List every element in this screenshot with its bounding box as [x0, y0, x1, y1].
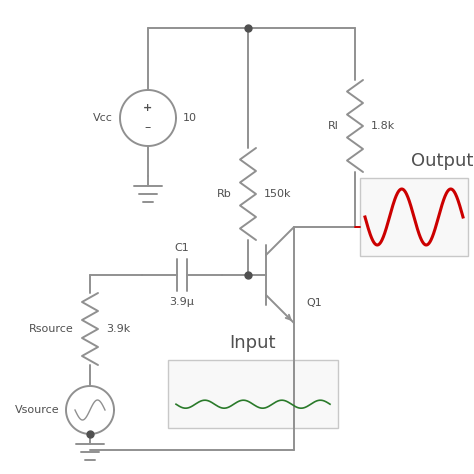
Text: Input: Input [230, 334, 276, 352]
Text: +: + [143, 103, 153, 113]
Text: 3.9μ: 3.9μ [170, 297, 194, 307]
Bar [360, 178, 468, 256]
Text: C1: C1 [174, 243, 190, 253]
Text: 150k: 150k [264, 189, 292, 199]
Text: Vcc: Vcc [93, 113, 113, 123]
Text: Rsource: Rsource [29, 324, 74, 334]
Text: 10: 10 [183, 113, 197, 123]
Text: –: – [145, 121, 151, 135]
Text: Output: Output [410, 152, 473, 170]
Text: Vsource: Vsource [15, 405, 60, 415]
Text: Q1: Q1 [306, 298, 322, 308]
Text: 1.8k: 1.8k [371, 121, 395, 131]
Text: 3.9k: 3.9k [106, 324, 130, 334]
Bar [168, 360, 338, 428]
Text: Rl: Rl [328, 121, 339, 131]
Text: Rb: Rb [217, 189, 232, 199]
